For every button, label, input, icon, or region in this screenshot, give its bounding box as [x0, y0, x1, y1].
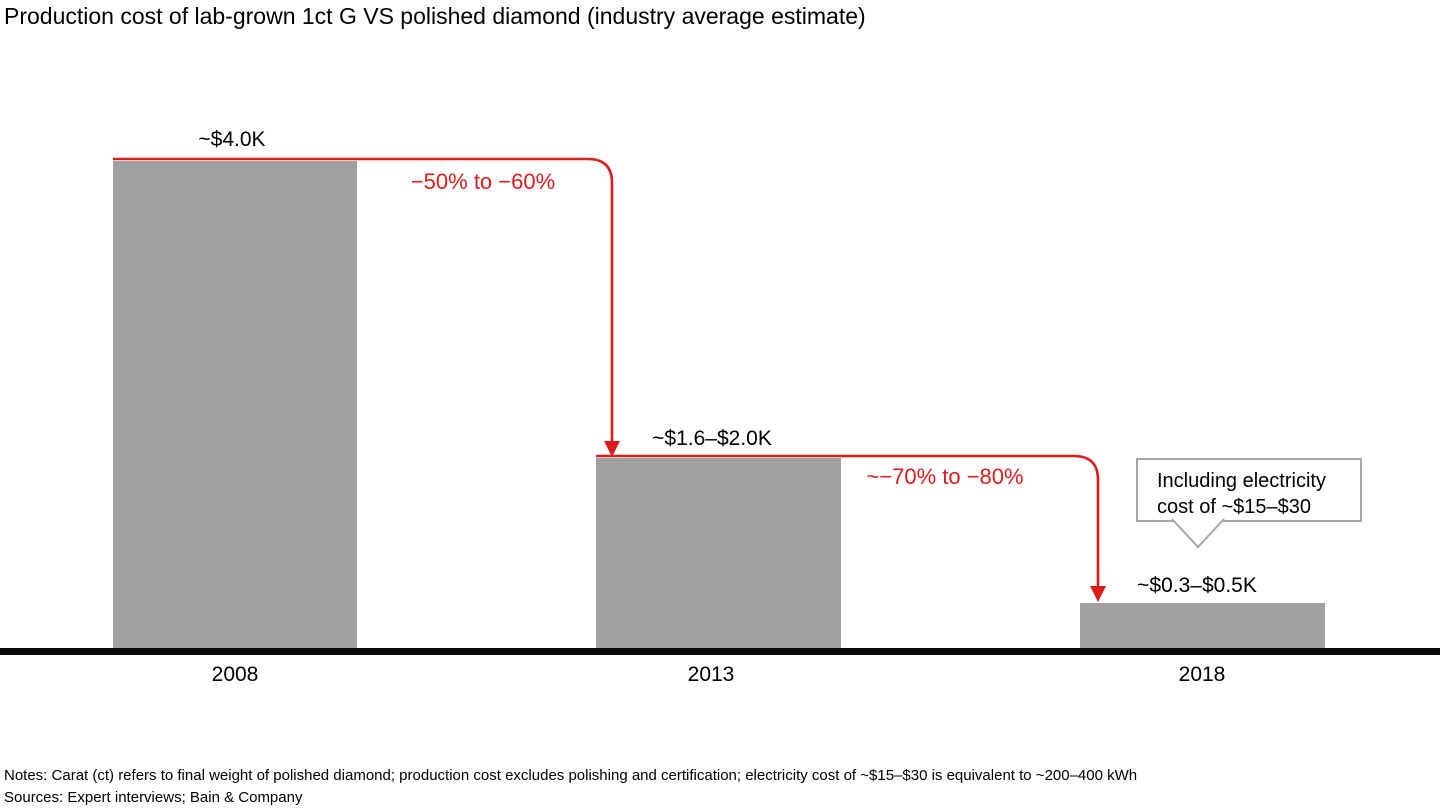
callout-line2: cost of ~$15–$30 — [1157, 496, 1312, 518]
arrowhead-icon — [604, 441, 620, 457]
drop-label-2008-2013: −50% to −60% — [410, 169, 556, 194]
arrowhead-icon — [1090, 586, 1106, 602]
value-label-2018: ~$0.3–$0.5K — [1137, 574, 1257, 597]
value-label-2013: ~$1.6–$2.0K — [652, 427, 772, 450]
callout-pointer-icon — [1171, 518, 1225, 549]
bar-2013 — [596, 458, 841, 648]
electricity-callout: Including electricity cost of ~$15–$30 — [1136, 458, 1362, 522]
drop-label-2013-2018: ~−70% to −80% — [866, 464, 1024, 489]
x-tick-2018: 2018 — [1178, 663, 1226, 686]
callout-line1: Including electricity — [1157, 470, 1326, 492]
bar-2008 — [113, 161, 357, 648]
value-label-2008: ~$4.0K — [198, 128, 266, 151]
sources-text: Sources: Expert interviews; Bain & Compa… — [4, 789, 303, 806]
notes-text: Notes: Carat (ct) refers to final weight… — [4, 767, 1138, 784]
chart-title: Production cost of lab-grown 1ct G VS po… — [4, 3, 866, 29]
x-axis-line — [0, 648, 1440, 655]
x-tick-2013: 2013 — [687, 663, 735, 686]
x-tick-2008: 2008 — [211, 663, 259, 686]
bar-2018 — [1080, 603, 1325, 648]
